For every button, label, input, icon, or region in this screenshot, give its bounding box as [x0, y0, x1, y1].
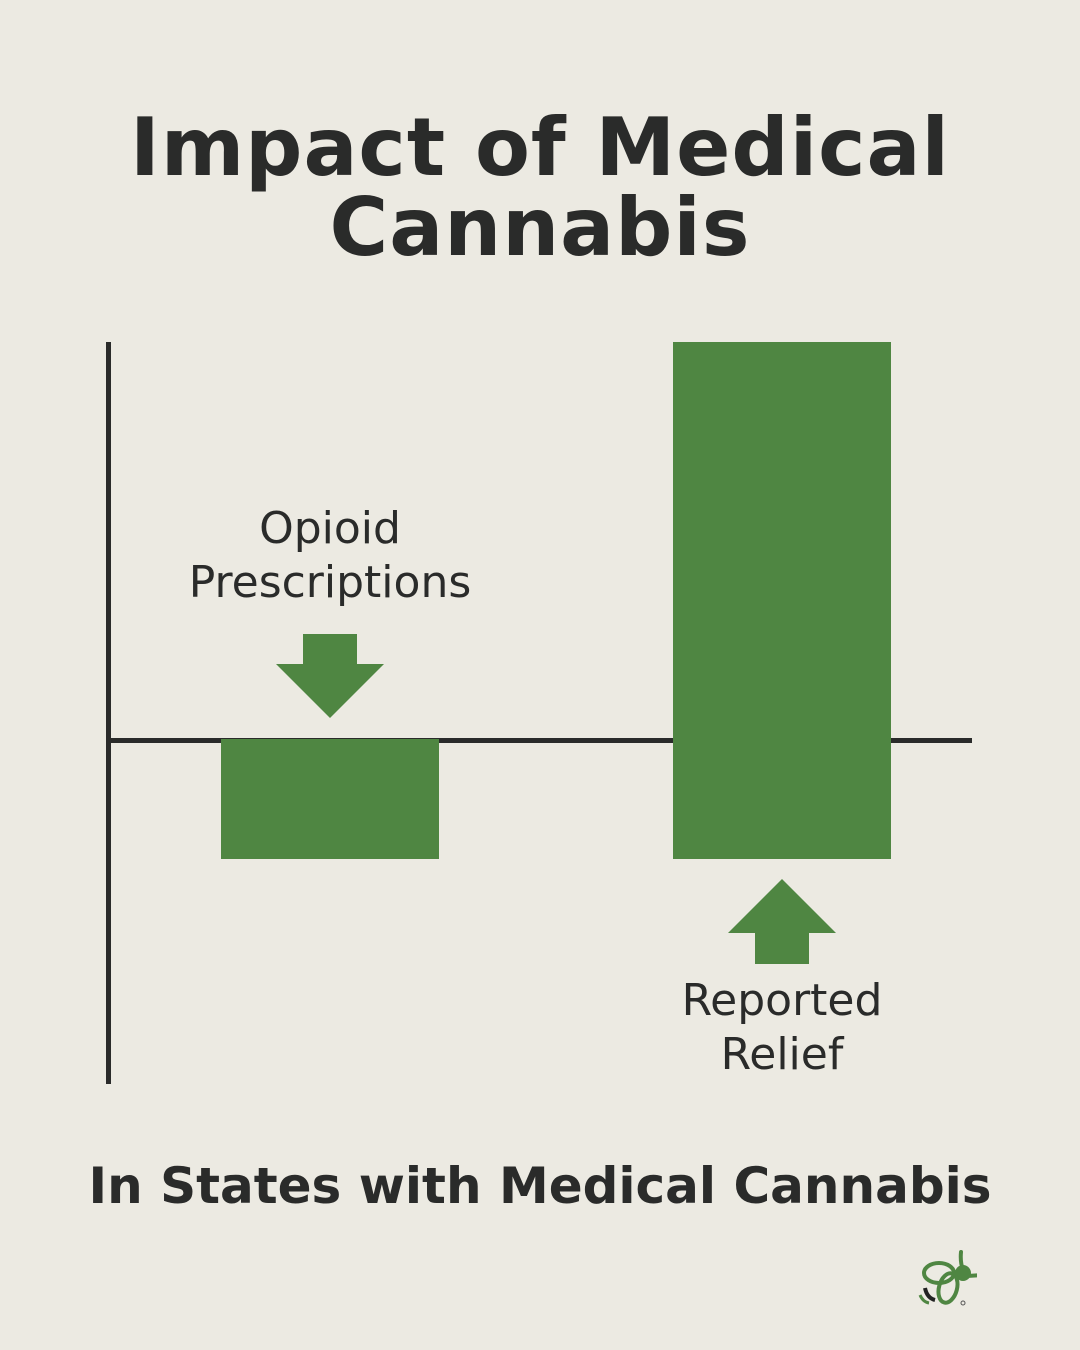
bar-opioid-prescriptions — [221, 739, 439, 859]
title-line-2: Cannabis — [329, 181, 751, 274]
title-line-1: Impact of Medical — [130, 101, 950, 194]
label-line: Reported — [681, 975, 883, 1026]
page-title: Impact of Medical Cannabis — [0, 108, 1080, 268]
up-arrow-icon — [728, 879, 836, 964]
bee-logo-icon — [918, 1250, 977, 1306]
label-line: Prescriptions — [188, 557, 472, 608]
label-opioid-prescriptions: Opioid Prescriptions — [130, 502, 530, 610]
label-line: Opioid — [259, 503, 401, 554]
baseline-axis — [110, 738, 972, 743]
bar-reported-relief — [673, 342, 891, 859]
label-line: Relief — [720, 1029, 844, 1080]
y-axis — [106, 342, 111, 1084]
down-arrow-icon — [276, 634, 384, 718]
label-reported-relief: Reported Relief — [582, 974, 982, 1082]
subtitle: In States with Medical Cannabis — [88, 1157, 992, 1215]
